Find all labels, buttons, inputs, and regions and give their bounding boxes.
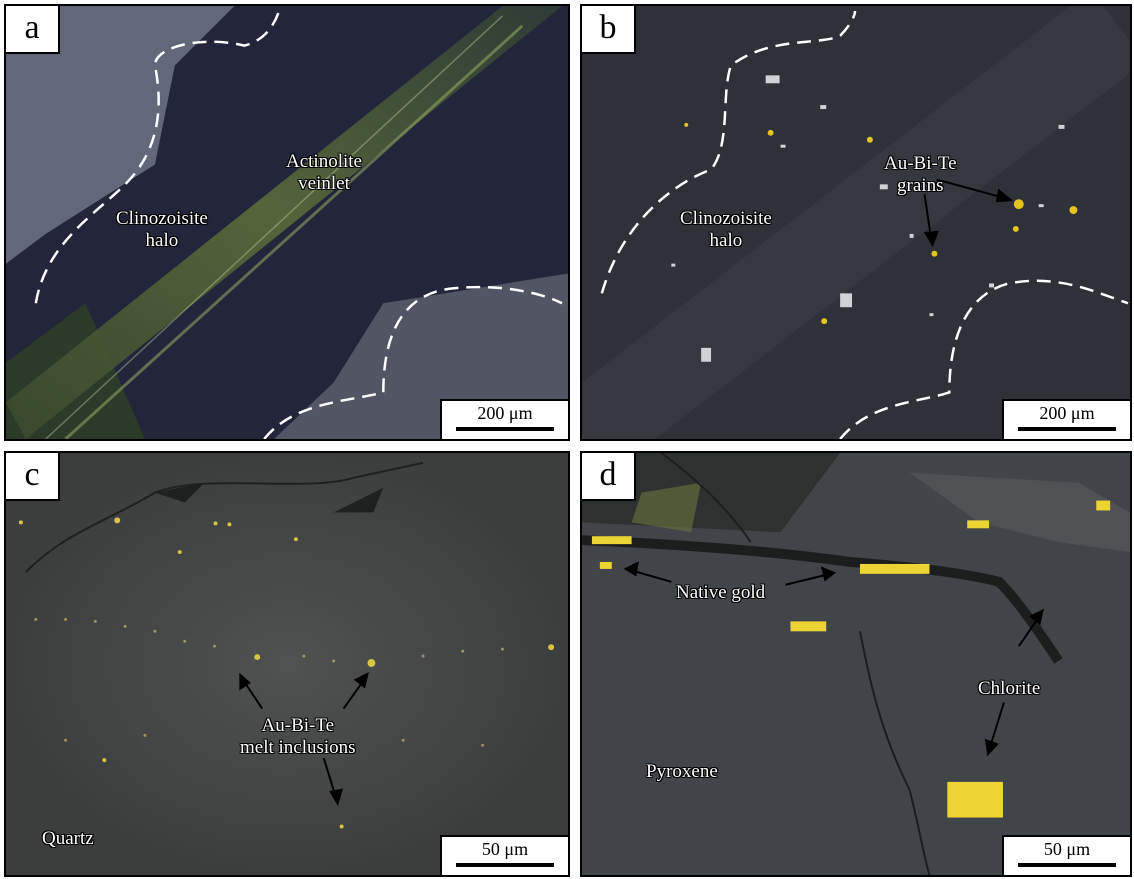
scale-bar-a: 200 μm: [440, 399, 568, 439]
panel-letter-d: d: [582, 453, 636, 501]
panel-d: d Native gold Chlorite Pyroxene 50 μm: [580, 451, 1132, 877]
panel-letter-b: b: [582, 6, 636, 54]
actinolite-label: Actinolite veinlet: [286, 151, 362, 194]
native-gold-label: Native gold: [676, 582, 766, 603]
micrograph-c: [6, 453, 568, 875]
micrograph-d: [582, 453, 1130, 875]
micrograph-a: [6, 6, 568, 439]
panel-a: a Actinolite veinlet Clinozoisite halo 2…: [4, 4, 570, 441]
quartz-label: Quartz: [42, 828, 94, 849]
micrograph-b: [582, 6, 1130, 439]
scale-bar-c: 50 μm: [440, 835, 568, 875]
panel-letter-a: a: [6, 6, 60, 54]
chlorite-label: Chlorite: [978, 678, 1041, 699]
scale-bar-d: 50 μm: [1002, 835, 1130, 875]
melt-inclusions-label: Au-Bi-Te melt inclusions: [240, 715, 356, 758]
panel-letter-c: c: [6, 453, 60, 501]
pyroxene-label: Pyroxene: [646, 761, 718, 782]
scale-bar-b: 200 μm: [1002, 399, 1130, 439]
panel-c: c Au-Bi-Te melt inclusions Quartz 50 μm: [4, 451, 570, 877]
grains-label: Au-Bi-Te grains: [884, 153, 957, 196]
clinozoisite-label-a: Clinozoisite halo: [116, 208, 208, 251]
panel-b: b Au-Bi-Te grains Clinozoisite halo 200 …: [580, 4, 1132, 441]
clinozoisite-label-b: Clinozoisite halo: [680, 208, 772, 251]
